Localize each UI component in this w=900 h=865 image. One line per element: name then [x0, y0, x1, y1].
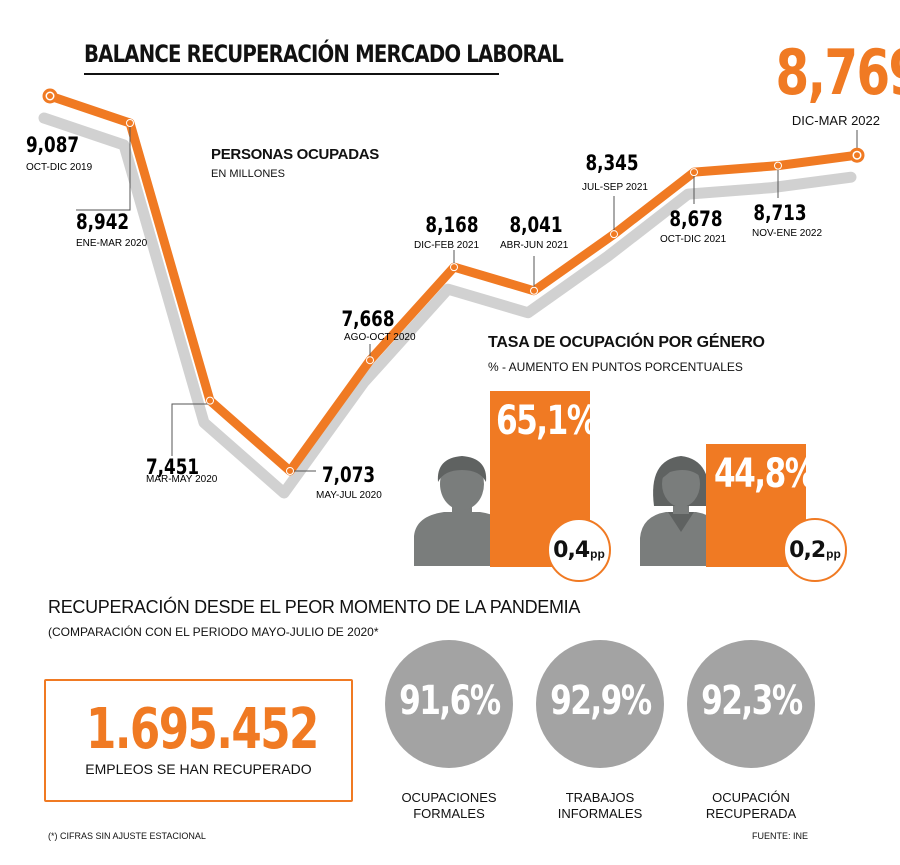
men-rate-value: 65,1% [496, 398, 598, 444]
data-point [610, 230, 618, 239]
women-increase-badge: 0,2 pp [783, 518, 847, 582]
leader-line [171, 403, 210, 456]
informal-jobs-label-line2: INFORMALES [557, 806, 643, 821]
formal-jobs-label-line2: FORMALES [413, 806, 485, 821]
data-point [530, 286, 538, 295]
data-point [366, 356, 374, 365]
data-label: 8,345 [585, 151, 638, 175]
informal-jobs-circle: 92,9% [536, 640, 664, 768]
formal-jobs-value: 91,6% [399, 678, 501, 724]
latest-value: 8,769 [775, 36, 900, 109]
formal-jobs-label-line1: OCUPACIONES [401, 790, 497, 805]
data-point [206, 396, 214, 405]
women-rate-value: 44,8% [714, 451, 816, 497]
data-point [126, 118, 134, 127]
x-tick-label: JUL-SEP 2021 [582, 182, 648, 193]
recovery-title: RECUPERACIÓN DESDE EL PEOR MOMENTO DE LA… [48, 597, 581, 617]
series-line [45, 91, 862, 476]
men-increase-value: 0,4 [553, 537, 590, 563]
data-point [690, 168, 698, 177]
jobs-recovered-box: 1.695.452 EMPLEOS SE HAN RECUPERADO [44, 679, 353, 802]
data-label: 8,942 [76, 210, 129, 234]
title-underline [84, 73, 499, 75]
gender-section-subtitle: % - AUMENTO EN PUNTOS PORCENTUALES [488, 360, 743, 374]
chart-subtitle: PERSONAS OCUPADAS [211, 146, 379, 163]
x-tick-label: MAY-JUL 2020 [316, 490, 382, 501]
latest-period: DIC-MAR 2022 [791, 113, 880, 128]
data-label: 7,668 [341, 307, 394, 331]
footnote: (*) CIFRAS SIN AJUSTE ESTACIONAL [48, 831, 206, 841]
page-title: BALANCE RECUPERACIÓN MERCADO LABORAL [84, 40, 564, 68]
recovered-employment-label-line2: RECUPERADA [705, 806, 797, 821]
recovered-employment-value: 92,3% [701, 678, 803, 724]
data-label: 7,451 [146, 455, 199, 479]
data-point-core [854, 152, 860, 159]
data-point [286, 467, 294, 475]
informal-jobs-label: TRABAJOS INFORMALES [525, 790, 675, 822]
woman-icon [640, 456, 722, 566]
data-label: 8,713 [753, 201, 806, 225]
x-tick-label: AGO-OCT 2020 [344, 332, 416, 343]
x-tick-label: DIC-FEB 2021 [414, 240, 479, 251]
x-tick-label: ABR-JUN 2021 [500, 240, 569, 251]
informal-jobs-value: 92,9% [550, 678, 652, 724]
x-tick-label: OCT-DIC 2021 [660, 234, 727, 245]
women-increase-unit: pp [826, 547, 841, 561]
data-label: 8,041 [509, 213, 562, 237]
data-point [450, 263, 458, 272]
jobs-recovered-label: EMPLEOS SE HAN RECUPERADO [85, 761, 312, 777]
x-tick-label: MAR-MAY 2020 [146, 474, 218, 485]
jobs-recovered-value: 1.695.452 [86, 697, 319, 762]
data-label: 8,678 [669, 207, 722, 231]
men-increase-unit: pp [590, 547, 605, 561]
formal-jobs-label: OCUPACIONES FORMALES [374, 790, 524, 822]
women-increase-value: 0,2 [789, 537, 826, 563]
formal-jobs-circle: 91,6% [385, 640, 513, 768]
chart-unit: EN MILLONES [211, 168, 285, 180]
recovered-employment-circle: 92,3% [687, 640, 815, 768]
data-label: 7,073 [322, 463, 375, 487]
men-increase-badge: 0,4 pp [547, 518, 611, 582]
recovery-subtitle: (COMPARACIÓN CON EL PERIODO MAYO-JULIO D… [48, 625, 379, 639]
data-point [774, 161, 782, 170]
leader-line [76, 124, 131, 211]
recovered-employment-label: OCUPACIÓN RECUPERADA [676, 790, 826, 822]
gender-section-title: TASA DE OCUPACIÓN POR GÉNERO [488, 334, 765, 351]
data-label: 8,168 [425, 213, 478, 237]
recovered-employment-label-line1: OCUPACIÓN [712, 790, 790, 805]
data-label: 9,087 [26, 133, 79, 157]
source-note: FUENTE: INE [752, 831, 809, 841]
man-icon [414, 456, 510, 566]
informal-jobs-label-line1: TRABAJOS [565, 790, 635, 805]
data-point-core [47, 93, 53, 99]
x-tick-label: NOV-ENE 2022 [752, 228, 822, 239]
series-line-shadow [38, 112, 857, 499]
x-tick-label: OCT-DIC 2019 [26, 162, 93, 173]
x-tick-label: ENE-MAR 2020 [76, 238, 148, 249]
